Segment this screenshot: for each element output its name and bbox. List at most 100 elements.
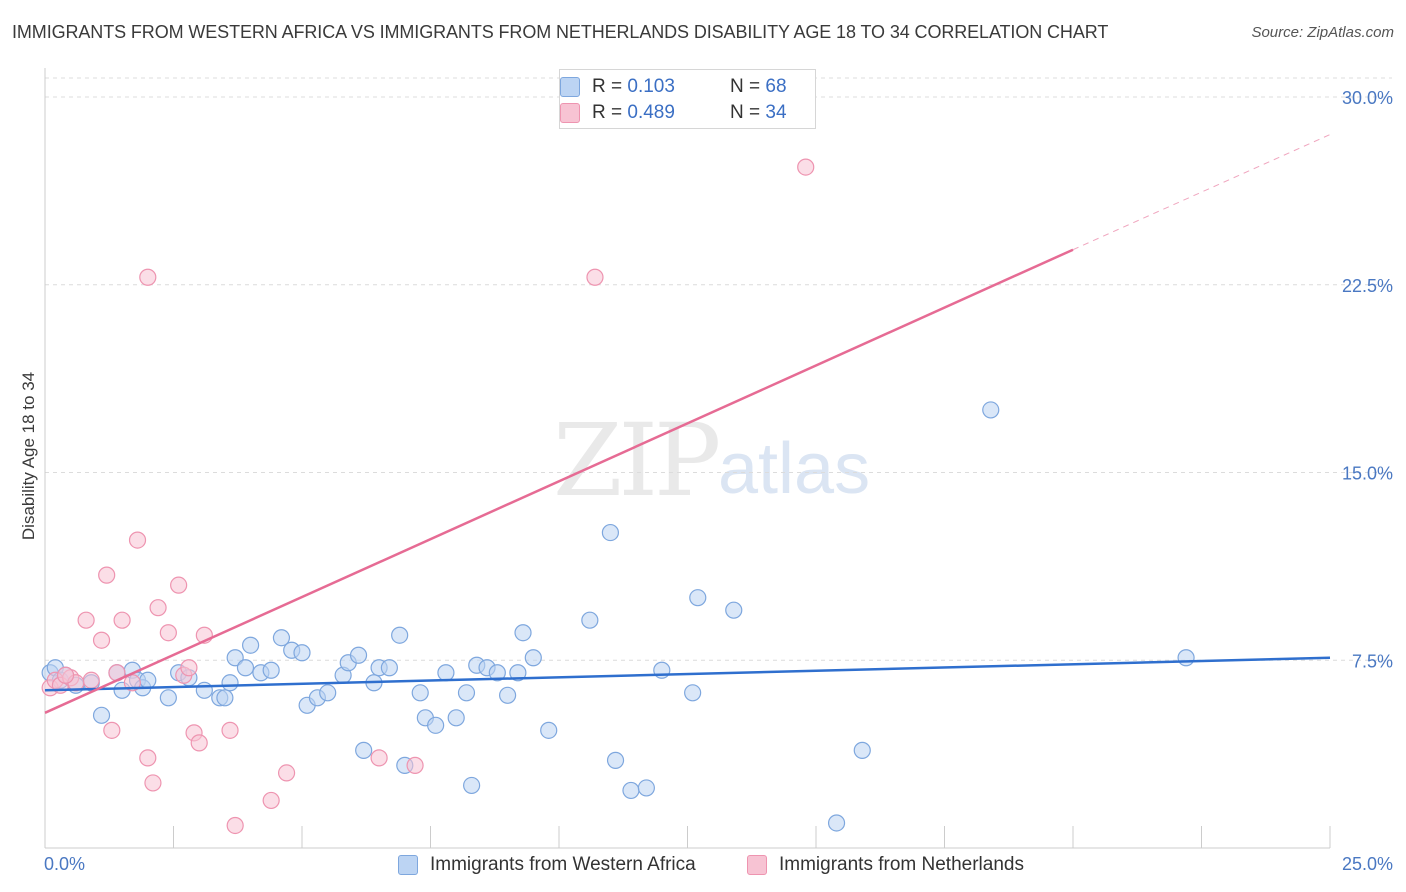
- y-tick-label: 22.5%: [1342, 276, 1393, 296]
- data-point: [56, 666, 75, 684]
- legend-r-label: R =: [592, 102, 628, 123]
- data-point: [581, 611, 599, 629]
- data-point: [293, 644, 311, 662]
- correlation-legend: R = 0.103 N = 68 R = 0.489 N = 34: [559, 69, 816, 129]
- data-point: [128, 531, 147, 549]
- data-point: [98, 566, 116, 584]
- legend-n-label: N =: [730, 76, 766, 97]
- data-point: [170, 576, 188, 594]
- data-point: [92, 631, 111, 649]
- data-point: [499, 686, 517, 704]
- legend-n-label: N =: [730, 102, 766, 123]
- legend-r-value: 0.489: [627, 102, 675, 123]
- legend-item-netherlands: Immigrants from Netherlands: [747, 852, 1024, 878]
- data-point: [113, 611, 131, 629]
- data-point: [103, 721, 121, 739]
- data-point: [236, 659, 255, 677]
- data-point: [606, 751, 625, 769]
- series-legend: Immigrants from Western Africa Immigrant…: [0, 852, 1406, 878]
- data-point: [457, 684, 476, 702]
- x-tick-label: 25.0%: [1342, 854, 1393, 874]
- data-point: [463, 776, 481, 795]
- y-tick-label: 15.0%: [1342, 464, 1393, 484]
- data-point: [139, 671, 157, 689]
- data-point: [1177, 649, 1195, 667]
- trend-line-netherlands-extension: [1072, 134, 1331, 251]
- legend-r-value: 0.103: [627, 76, 675, 97]
- data-point: [242, 636, 260, 654]
- data-point: [827, 814, 846, 832]
- data-point: [437, 664, 455, 682]
- data-point: [272, 629, 291, 647]
- data-point: [427, 716, 445, 734]
- legend-n-value: 34: [765, 102, 787, 123]
- legend-n-value: 68: [765, 76, 787, 97]
- source-label: Source: ZipAtlas.com: [1251, 24, 1394, 41]
- data-point: [622, 781, 640, 800]
- legend-swatch-blue: [398, 855, 418, 875]
- trend-line-netherlands: [44, 248, 1074, 714]
- data-point: [77, 611, 95, 629]
- data-point: [601, 523, 620, 542]
- data-point: [226, 816, 244, 835]
- data-point: [139, 749, 157, 767]
- legend-r-label: R =: [592, 76, 628, 97]
- data-point: [277, 764, 296, 782]
- data-point: [586, 268, 604, 286]
- legend-label-netherlands: Immigrants from Netherlands: [779, 854, 1024, 875]
- data-point: [180, 659, 198, 677]
- data-point: [391, 626, 409, 644]
- data-point: [92, 706, 111, 724]
- data-point: [447, 709, 465, 727]
- legend-item-western-africa: Immigrants from Western Africa: [398, 852, 696, 878]
- x-tick-label: 0.0%: [44, 854, 85, 874]
- trend-lines: [44, 134, 1331, 714]
- data-point: [319, 684, 337, 702]
- data-point: [262, 791, 280, 810]
- y-tick-label: 30.0%: [1342, 88, 1393, 108]
- data-point: [797, 158, 815, 176]
- data-point: [221, 674, 239, 692]
- data-point: [689, 589, 707, 607]
- chart-title: IMMIGRANTS FROM WESTERN AFRICA VS IMMIGR…: [12, 22, 1109, 42]
- data-point: [190, 734, 208, 752]
- data-point: [216, 689, 234, 707]
- data-point: [540, 721, 558, 739]
- gridlines: [45, 77, 1392, 661]
- data-point: [195, 681, 213, 699]
- data-point: [488, 664, 506, 682]
- y-tick-label: 7.5%: [1352, 651, 1393, 671]
- legend-label-western-africa: Immigrants from Western Africa: [430, 854, 696, 875]
- data-point: [524, 649, 542, 667]
- data-point: [411, 684, 429, 702]
- axes: [44, 68, 1331, 849]
- watermark-atlas: atlas: [718, 429, 871, 509]
- legend-swatch-pink: [747, 855, 767, 875]
- data-point: [159, 624, 177, 642]
- data-point: [370, 749, 388, 767]
- data-point: [221, 721, 239, 739]
- data-point: [514, 624, 532, 642]
- data-point: [144, 774, 162, 792]
- data-point: [349, 646, 368, 664]
- data-point: [355, 741, 373, 759]
- legend-swatch-pink: [560, 103, 580, 123]
- data-point: [380, 659, 398, 677]
- data-point: [149, 599, 167, 617]
- trend-line-western-africa: [44, 656, 1331, 692]
- data-point: [853, 741, 871, 759]
- legend-swatch-blue: [560, 77, 580, 97]
- data-point: [725, 601, 743, 619]
- data-point: [82, 671, 100, 689]
- data-point: [684, 684, 702, 702]
- data-point: [982, 401, 1000, 419]
- data-point: [406, 756, 424, 774]
- y-axis-label: Disability Age 18 to 34: [19, 372, 38, 540]
- series-western-africa-points: [41, 401, 1195, 832]
- data-point: [262, 661, 280, 679]
- tick-labels: 7.5% 15.0% 22.5% 30.0% 0.0% 25.0%: [44, 88, 1393, 874]
- data-point: [159, 689, 177, 707]
- series-netherlands-points: [41, 158, 815, 835]
- data-point: [637, 779, 655, 797]
